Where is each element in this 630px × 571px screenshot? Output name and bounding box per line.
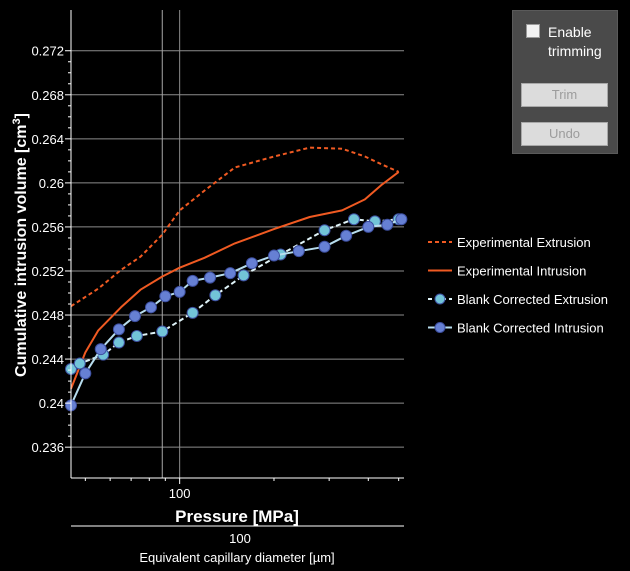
legend-label: Experimental Intrusion <box>457 264 586 279</box>
undo-button[interactable]: Undo <box>521 122 608 146</box>
enable-trimming-label: Enable trimming <box>548 24 602 59</box>
data-point <box>94 343 107 356</box>
x-tick-label: 100 <box>169 486 191 501</box>
data-point <box>130 329 143 342</box>
series-line <box>70 146 400 308</box>
data-point <box>347 213 360 226</box>
series-line <box>70 218 402 406</box>
data-point <box>144 301 157 314</box>
data-point <box>186 274 199 287</box>
data-point <box>381 218 394 231</box>
y-tick-label: 0.236 <box>31 440 64 455</box>
y-tick-label: 0.244 <box>31 352 64 367</box>
data-point <box>318 224 331 237</box>
y-tick-label: 0.252 <box>31 264 64 279</box>
data-point <box>237 269 250 282</box>
legend: Experimental Extrusion Experimental Intru… <box>428 235 608 336</box>
axes: 0.236 0.24 0.244 0.248 0.252 0.256 0.26 0.264 0.… <box>31 10 404 527</box>
y-tick-label: 0.268 <box>31 88 64 103</box>
data-point <box>128 310 141 323</box>
data-point <box>292 245 305 258</box>
data-point <box>224 267 237 280</box>
data-point <box>362 220 375 233</box>
data-point <box>204 271 217 284</box>
y-axis-title-end: ] <box>13 113 30 118</box>
y-axis-title: Cumulative intrusion volume [cm3] <box>11 113 30 377</box>
data-point <box>156 325 169 338</box>
y-tick-label: 0.248 <box>31 308 64 323</box>
data-point <box>245 257 258 270</box>
y-tick-label: 0.26 <box>39 176 64 191</box>
data-point <box>173 285 186 298</box>
data-point <box>209 289 222 302</box>
y-tick-label: 0.24 <box>39 396 64 411</box>
grid <box>71 10 404 478</box>
legend-marker <box>434 293 446 305</box>
data-point <box>159 290 172 303</box>
x-axis-title: Pressure [MPa] <box>175 507 299 526</box>
y-tick-label: 0.256 <box>31 220 64 235</box>
legend-label: Experimental Extrusion <box>457 235 591 250</box>
data-point <box>79 367 92 380</box>
trim-button[interactable]: Trim <box>521 83 608 107</box>
y-tick-label: 0.272 <box>31 44 64 59</box>
series-layer <box>65 146 408 412</box>
enable-trimming-checkbox[interactable] <box>526 24 540 38</box>
data-point <box>73 357 86 370</box>
legend-label: Blank Corrected Extrusion <box>457 292 608 307</box>
legend-label: Blank Corrected Intrusion <box>457 321 604 336</box>
data-point <box>318 240 331 253</box>
data-point <box>186 306 199 319</box>
y-axis-title-sup: 3 <box>11 118 23 124</box>
y-axis-title-main: Cumulative intrusion volume [cm <box>13 124 30 376</box>
series-line <box>70 171 400 390</box>
x2-axis-title: Equivalent capillary diameter [µm] <box>139 550 334 565</box>
data-point <box>112 336 125 349</box>
data-point <box>112 323 125 336</box>
data-point <box>340 229 353 242</box>
x2-tick-label: 100 <box>229 531 251 546</box>
data-point <box>395 213 408 226</box>
trim-panel: Enable trimming Trim Undo <box>512 10 618 154</box>
legend-marker <box>434 322 446 333</box>
data-point <box>267 249 280 262</box>
y-tick-label: 0.264 <box>31 132 64 147</box>
